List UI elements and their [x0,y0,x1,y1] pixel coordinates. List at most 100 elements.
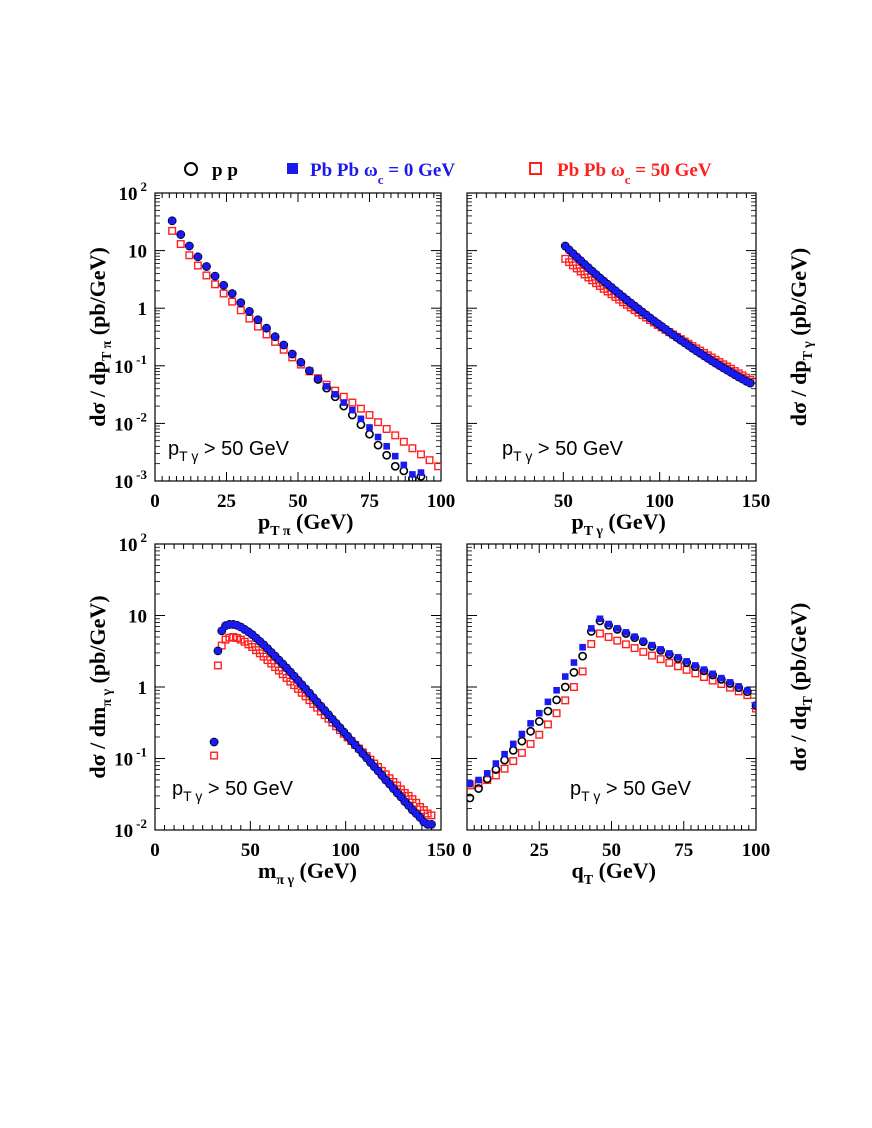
point-pbpb-0 [386,780,393,788]
point-pbpb-50 [253,322,262,331]
point-pbpb-0 [260,641,267,649]
point-pbpb-0 [220,281,227,289]
point-pbpb-0 [623,296,631,304]
point-pp [279,340,289,350]
x-tick-label: 50 [602,840,621,861]
point-pbpb-0 [218,627,226,635]
point-pbpb-0 [673,334,681,341]
point-pbpb-0 [570,659,578,666]
point-pbpb-0 [288,350,296,358]
point-pbpb-0 [467,779,474,787]
point-pbpb-0 [726,679,734,686]
point-pp [176,230,186,239]
point-pbpb-0 [329,715,336,723]
point-pbpb-50 [491,771,500,780]
point-pbpb-0 [263,324,270,332]
point-pp [253,315,263,325]
y-tick-label: 10 -1 [114,745,147,771]
point-pbpb-0 [639,637,647,645]
point-pp [365,429,374,439]
point-pbpb-50 [228,297,237,306]
point-pbpb-0 [727,369,735,376]
point-pbpb-0 [271,333,279,341]
point-pbpb-0 [405,802,412,809]
y-tick-label: 10 [128,607,147,628]
x-tick-label: 150 [427,840,456,861]
point-pbpb-0 [332,720,340,727]
point-pp [287,349,297,359]
y-tick-label: 10 -2 [114,409,147,435]
point-pp [210,271,220,281]
legend-marker-pbpb-0 [287,163,298,174]
point-pbpb-0 [228,290,236,297]
point-pbpb-50 [647,651,656,660]
point-pbpb-0 [700,352,708,360]
point-pbpb-0 [321,707,328,714]
data-points [167,216,441,481]
point-pbpb-0 [704,354,712,362]
point-pbpb-0 [393,789,401,797]
point-pp [560,682,570,692]
point-pp [219,280,229,290]
point-pbpb-0 [681,339,689,347]
point-pp [209,737,219,747]
point-pbpb-0 [518,730,526,738]
point-pbpb-50 [656,655,665,664]
point-pbpb-0 [302,685,309,693]
point-pbpb-50 [543,720,552,729]
point-pbpb-50 [682,665,691,674]
point-pbpb-0 [194,253,202,261]
point-pbpb-0 [752,701,756,709]
point-pbpb-0 [264,645,271,652]
point-pbpb-0 [581,260,588,268]
point-pbpb-0 [692,347,700,355]
point-pbpb-0 [275,656,283,664]
point-pbpb-50 [348,398,357,407]
point-pbpb-0 [168,217,176,225]
point-pbpb-0 [314,375,322,382]
point-pbpb-50 [374,418,383,427]
point-pp [500,755,509,765]
point-pbpb-50 [535,730,544,739]
point-pbpb-50 [621,640,630,649]
x-tick-label: 25 [530,840,549,861]
point-pbpb-0 [211,272,219,280]
point-pbpb-50 [213,661,222,670]
x-tick-label: 75 [674,840,693,861]
panel-m-pi-gamma: 0 50 100 150 10 -2 10 -1 1 10 10 2 mπ γ (GeV) dσ / dm… [85,530,455,888]
point-pp [262,323,271,333]
point-pbpb-50 [202,271,211,280]
x-tick-label: 0 [150,840,160,861]
point-pp [578,651,587,661]
point-pbpb-0 [349,406,356,414]
point-pbpb-0 [222,622,229,630]
point-pbpb-0 [340,728,348,736]
x-tick-label: 50 [289,491,308,512]
point-pbpb-0 [674,654,682,661]
point-pbpb-50 [561,696,570,705]
x-tick-label: 25 [217,491,236,512]
point-pp [270,332,280,342]
legend-marker-pp [184,162,198,176]
point-pbpb-0 [294,677,302,684]
cut-annotation: pT γ > 50 GeV [172,778,294,804]
point-pp [227,289,237,298]
point-pbpb-0 [746,379,754,387]
point-pbpb-0 [400,461,408,469]
point-pp [517,736,527,746]
point-pp [543,706,553,716]
x-axis-label: pT γ (GeV) [572,509,666,539]
point-pbpb-0 [378,772,386,779]
point-pp [552,695,561,705]
point-pp [236,298,246,308]
point-pbpb-0 [596,274,604,282]
point-pbpb-0 [229,621,237,628]
data-points [560,241,755,388]
point-pbpb-0 [648,641,656,649]
y-tick-label: 1 [138,678,148,699]
y-tick-label: 1 [138,299,148,320]
point-pbpb-50 [399,437,408,446]
point-pp [244,306,254,316]
cut-annotation: pT γ > 50 GeV [502,438,624,464]
point-pbpb-0 [246,308,253,315]
